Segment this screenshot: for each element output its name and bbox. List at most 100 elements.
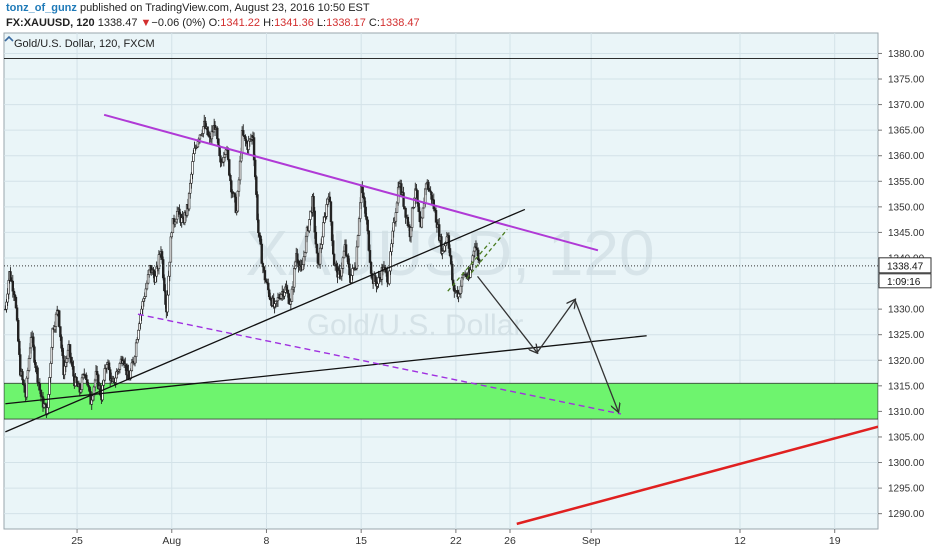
candle-body: [103, 368, 106, 381]
candle-body: [47, 394, 50, 408]
candle-body: [145, 282, 149, 290]
candle-body: [312, 196, 315, 212]
candle-body: [338, 270, 341, 275]
candle-body: [443, 245, 446, 252]
candle-body: [118, 363, 122, 370]
candle-body: [75, 377, 78, 384]
y-tick-label: 1325.00: [888, 330, 925, 341]
candle-body: [49, 363, 52, 378]
candle-body: [264, 279, 268, 283]
candle-body: [430, 191, 433, 200]
candle-body: [330, 221, 334, 241]
candle-body: [260, 243, 263, 264]
candle-body: [289, 301, 293, 305]
candle-body: [160, 251, 164, 260]
candle-body: [11, 280, 14, 292]
collapse-chevron-icon[interactable]: [4, 35, 14, 42]
candle-body: [357, 218, 361, 236]
candle-body: [409, 227, 413, 238]
candle-body: [65, 358, 69, 363]
candle-body: [191, 161, 194, 175]
x-tick-label: 12: [734, 535, 746, 547]
candle-body: [465, 273, 468, 278]
candle-body: [340, 268, 343, 277]
candle-body: [356, 235, 360, 248]
candle-body: [166, 294, 169, 313]
y-tick-label: 1370.00: [888, 100, 925, 111]
candle-body: [475, 247, 479, 251]
candle-body: [107, 362, 111, 370]
publish-info: tonz_of_gunz published on TradingView.co…: [6, 2, 370, 14]
author-link[interactable]: tonz_of_gunz: [6, 2, 77, 14]
publish-text: published on TradingView.com, August 23,…: [76, 2, 370, 14]
high-label: H:: [263, 17, 275, 29]
candle-body: [368, 250, 372, 263]
candle-body: [101, 385, 104, 401]
candle-body: [164, 290, 167, 305]
candle-body: [365, 216, 368, 221]
candle-body: [355, 246, 359, 269]
candle-body: [95, 370, 99, 376]
open-label: O:: [208, 17, 221, 29]
candle-body: [242, 130, 245, 136]
ohlc-line: FX:XAUUSD, 120 1338.47 ▼−0.06 (0%) O:134…: [6, 17, 420, 29]
candle-body: [394, 212, 398, 222]
candle-body: [322, 222, 325, 238]
candle-body: [152, 269, 155, 275]
candle-body: [366, 219, 369, 232]
candle-body: [279, 294, 283, 299]
candle-body: [376, 283, 379, 287]
candle-body: [303, 252, 307, 258]
candle-body: [217, 138, 220, 147]
candle-body: [138, 323, 141, 331]
candle-body: [449, 255, 453, 265]
candle-body: [361, 185, 364, 194]
candle-body: [262, 266, 265, 271]
candle-body: [332, 240, 335, 255]
y-tick-label: 1360.00: [888, 151, 925, 162]
candle-body: [233, 192, 236, 198]
x-tick-label: 15: [355, 535, 367, 547]
candle-body: [351, 268, 354, 276]
candle-body: [21, 371, 24, 381]
candle-body: [323, 216, 326, 223]
candle-body: [427, 181, 430, 191]
candle-body: [316, 252, 320, 264]
candle-body: [58, 310, 61, 327]
candle-body: [102, 379, 105, 386]
candle-body: [80, 377, 84, 390]
candle-body: [25, 377, 28, 398]
candle-body: [388, 270, 391, 284]
candle-body: [137, 329, 140, 340]
y-tick-label: 1365.00: [888, 126, 925, 137]
x-tick-label: 19: [829, 535, 841, 547]
y-tick-label: 1320.00: [888, 356, 925, 367]
candle-body: [136, 339, 139, 344]
close-label: C:: [368, 17, 380, 29]
candle-body: [33, 346, 36, 363]
candle-body: [71, 361, 74, 367]
publish-header: tonz_of_gunz published on TradingView.co…: [0, 0, 932, 32]
y-tick-label: 1305.00: [888, 432, 925, 443]
candle-body: [226, 149, 230, 160]
candle-body: [477, 249, 480, 260]
candle-body: [236, 190, 240, 212]
projection-arrow: [477, 275, 538, 352]
candle-body: [169, 236, 173, 263]
candle-body: [79, 389, 83, 393]
y-tick-label: 1315.00: [888, 381, 925, 392]
candle-body: [59, 326, 62, 338]
candle-body: [6, 293, 9, 303]
dashed-channel: [137, 313, 622, 415]
x-tick-label: Aug: [162, 535, 181, 547]
candle-body: [133, 356, 137, 364]
candle-body: [448, 248, 452, 257]
candle-body: [68, 344, 72, 358]
candle-body: [362, 192, 365, 198]
candle-body: [157, 254, 161, 270]
y-tick-label: 1355.00: [888, 177, 925, 188]
candle-body: [29, 336, 33, 349]
watermark-name: Gold/U.S. Dollar: [307, 309, 524, 342]
candle-body: [395, 202, 399, 213]
